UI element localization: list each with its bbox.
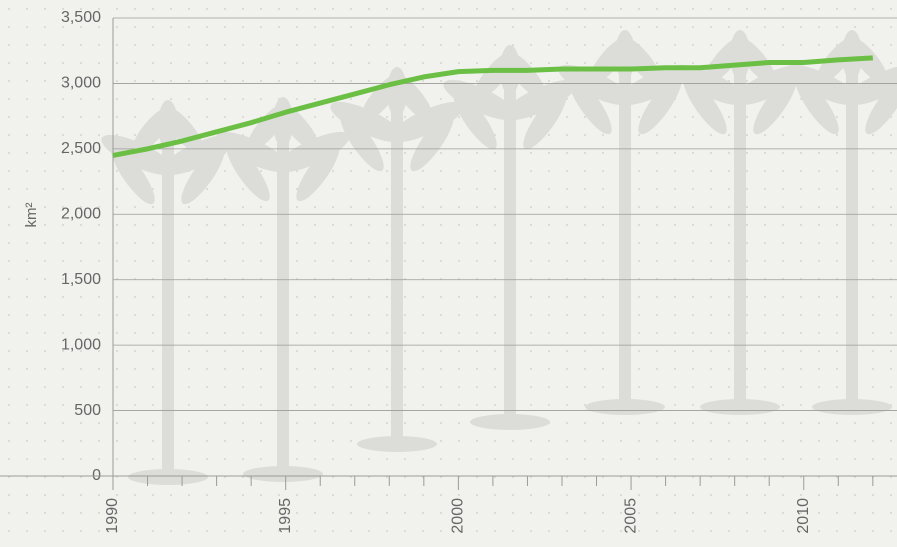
data-line (112, 55, 873, 158)
x-tick-label: 1995 (277, 498, 294, 534)
y-axis-label: km² (23, 203, 40, 228)
x-tick-label: 2005 (622, 498, 639, 534)
y-tick-label: 3,000 (61, 75, 101, 92)
y-tick-label: 500 (74, 402, 101, 419)
x-tick-label: 2000 (450, 498, 467, 534)
y-tick-label: 3,500 (61, 9, 101, 26)
y-tick-label: 2,500 (61, 140, 101, 157)
y-tick-label: 1,000 (61, 336, 101, 353)
y-tick-label: 1,500 (61, 271, 101, 288)
y-tick-label: 2,000 (61, 206, 101, 223)
x-tick-label: 1990 (104, 498, 121, 534)
x-tick-label: 2010 (795, 498, 812, 534)
